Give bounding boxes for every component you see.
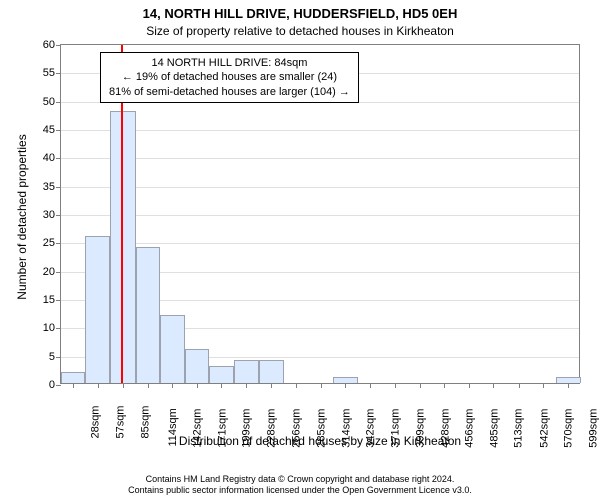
ytick-label: 0 — [49, 379, 55, 391]
gridline-h — [61, 187, 579, 188]
xtick-mark — [73, 383, 74, 388]
annotation-line2: ← 19% of detached houses are smaller (24… — [109, 70, 350, 84]
xtick-mark — [420, 383, 421, 388]
xtick-label: 599sqm — [588, 409, 600, 448]
xtick-mark — [296, 383, 297, 388]
ytick-mark — [56, 215, 61, 216]
ytick-mark — [56, 102, 61, 103]
annotation-line3: 81% of semi-detached houses are larger (… — [109, 85, 350, 99]
annotation-line1: 14 NORTH HILL DRIVE: 84sqm — [109, 56, 350, 70]
ytick-mark — [56, 357, 61, 358]
xtick-mark — [444, 383, 445, 388]
ytick-mark — [56, 385, 61, 386]
ytick-label: 60 — [43, 39, 55, 51]
xtick-mark — [271, 383, 272, 388]
x-axis-label: Distribution of detached houses by size … — [60, 434, 580, 448]
ytick-label: 15 — [43, 294, 55, 306]
ytick-label: 35 — [43, 181, 55, 193]
ytick-mark — [56, 130, 61, 131]
footer-attribution: Contains HM Land Registry data © Crown c… — [0, 474, 600, 496]
xtick-mark — [345, 383, 346, 388]
xtick-mark — [172, 383, 173, 388]
ytick-label: 40 — [43, 152, 55, 164]
xtick-mark — [370, 383, 371, 388]
ytick-label: 25 — [43, 237, 55, 249]
xtick-mark — [123, 383, 124, 388]
xtick-mark — [246, 383, 247, 388]
ytick-label: 50 — [43, 96, 55, 108]
ytick-mark — [56, 328, 61, 329]
footer-line2: Contains public sector information licen… — [0, 485, 600, 496]
histogram-bar — [61, 372, 85, 383]
gridline-h — [61, 158, 579, 159]
ytick-mark — [56, 158, 61, 159]
histogram-bar — [259, 360, 284, 383]
ytick-label: 30 — [43, 209, 55, 221]
ytick-mark — [56, 243, 61, 244]
xtick-mark — [221, 383, 222, 388]
gridline-h — [61, 243, 579, 244]
gridline-h — [61, 215, 579, 216]
histogram-bar — [234, 360, 258, 383]
ytick-label: 20 — [43, 266, 55, 278]
xtick-mark — [568, 383, 569, 388]
xtick-mark — [148, 383, 149, 388]
ytick-mark — [56, 187, 61, 188]
ytick-label: 5 — [49, 351, 55, 363]
histogram-bar — [185, 349, 209, 383]
title-address: 14, NORTH HILL DRIVE, HUDDERSFIELD, HD5 … — [0, 6, 600, 21]
annotation-box: 14 NORTH HILL DRIVE: 84sqm ← 19% of deta… — [100, 52, 359, 103]
histogram-bar — [136, 247, 160, 383]
xtick-mark — [197, 383, 198, 388]
ytick-label: 10 — [43, 322, 55, 334]
histogram-bar — [160, 315, 185, 383]
xtick-mark — [543, 383, 544, 388]
ytick-mark — [56, 73, 61, 74]
histogram-bar — [209, 366, 234, 383]
ytick-mark — [56, 300, 61, 301]
chart-container: 14, NORTH HILL DRIVE, HUDDERSFIELD, HD5 … — [0, 0, 600, 500]
xtick-mark — [98, 383, 99, 388]
ytick-label: 55 — [43, 67, 55, 79]
xtick-mark — [395, 383, 396, 388]
title-description: Size of property relative to detached ho… — [0, 24, 600, 38]
y-axis-label: Number of detached properties — [15, 127, 29, 307]
xtick-mark — [493, 383, 494, 388]
ytick-label: 45 — [43, 124, 55, 136]
histogram-bar — [85, 236, 110, 383]
ytick-mark — [56, 45, 61, 46]
footer-line1: Contains HM Land Registry data © Crown c… — [0, 474, 600, 485]
xtick-mark — [519, 383, 520, 388]
histogram-bar — [110, 111, 135, 383]
xtick-mark — [469, 383, 470, 388]
ytick-mark — [56, 272, 61, 273]
xtick-mark — [321, 383, 322, 388]
gridline-h — [61, 130, 579, 131]
